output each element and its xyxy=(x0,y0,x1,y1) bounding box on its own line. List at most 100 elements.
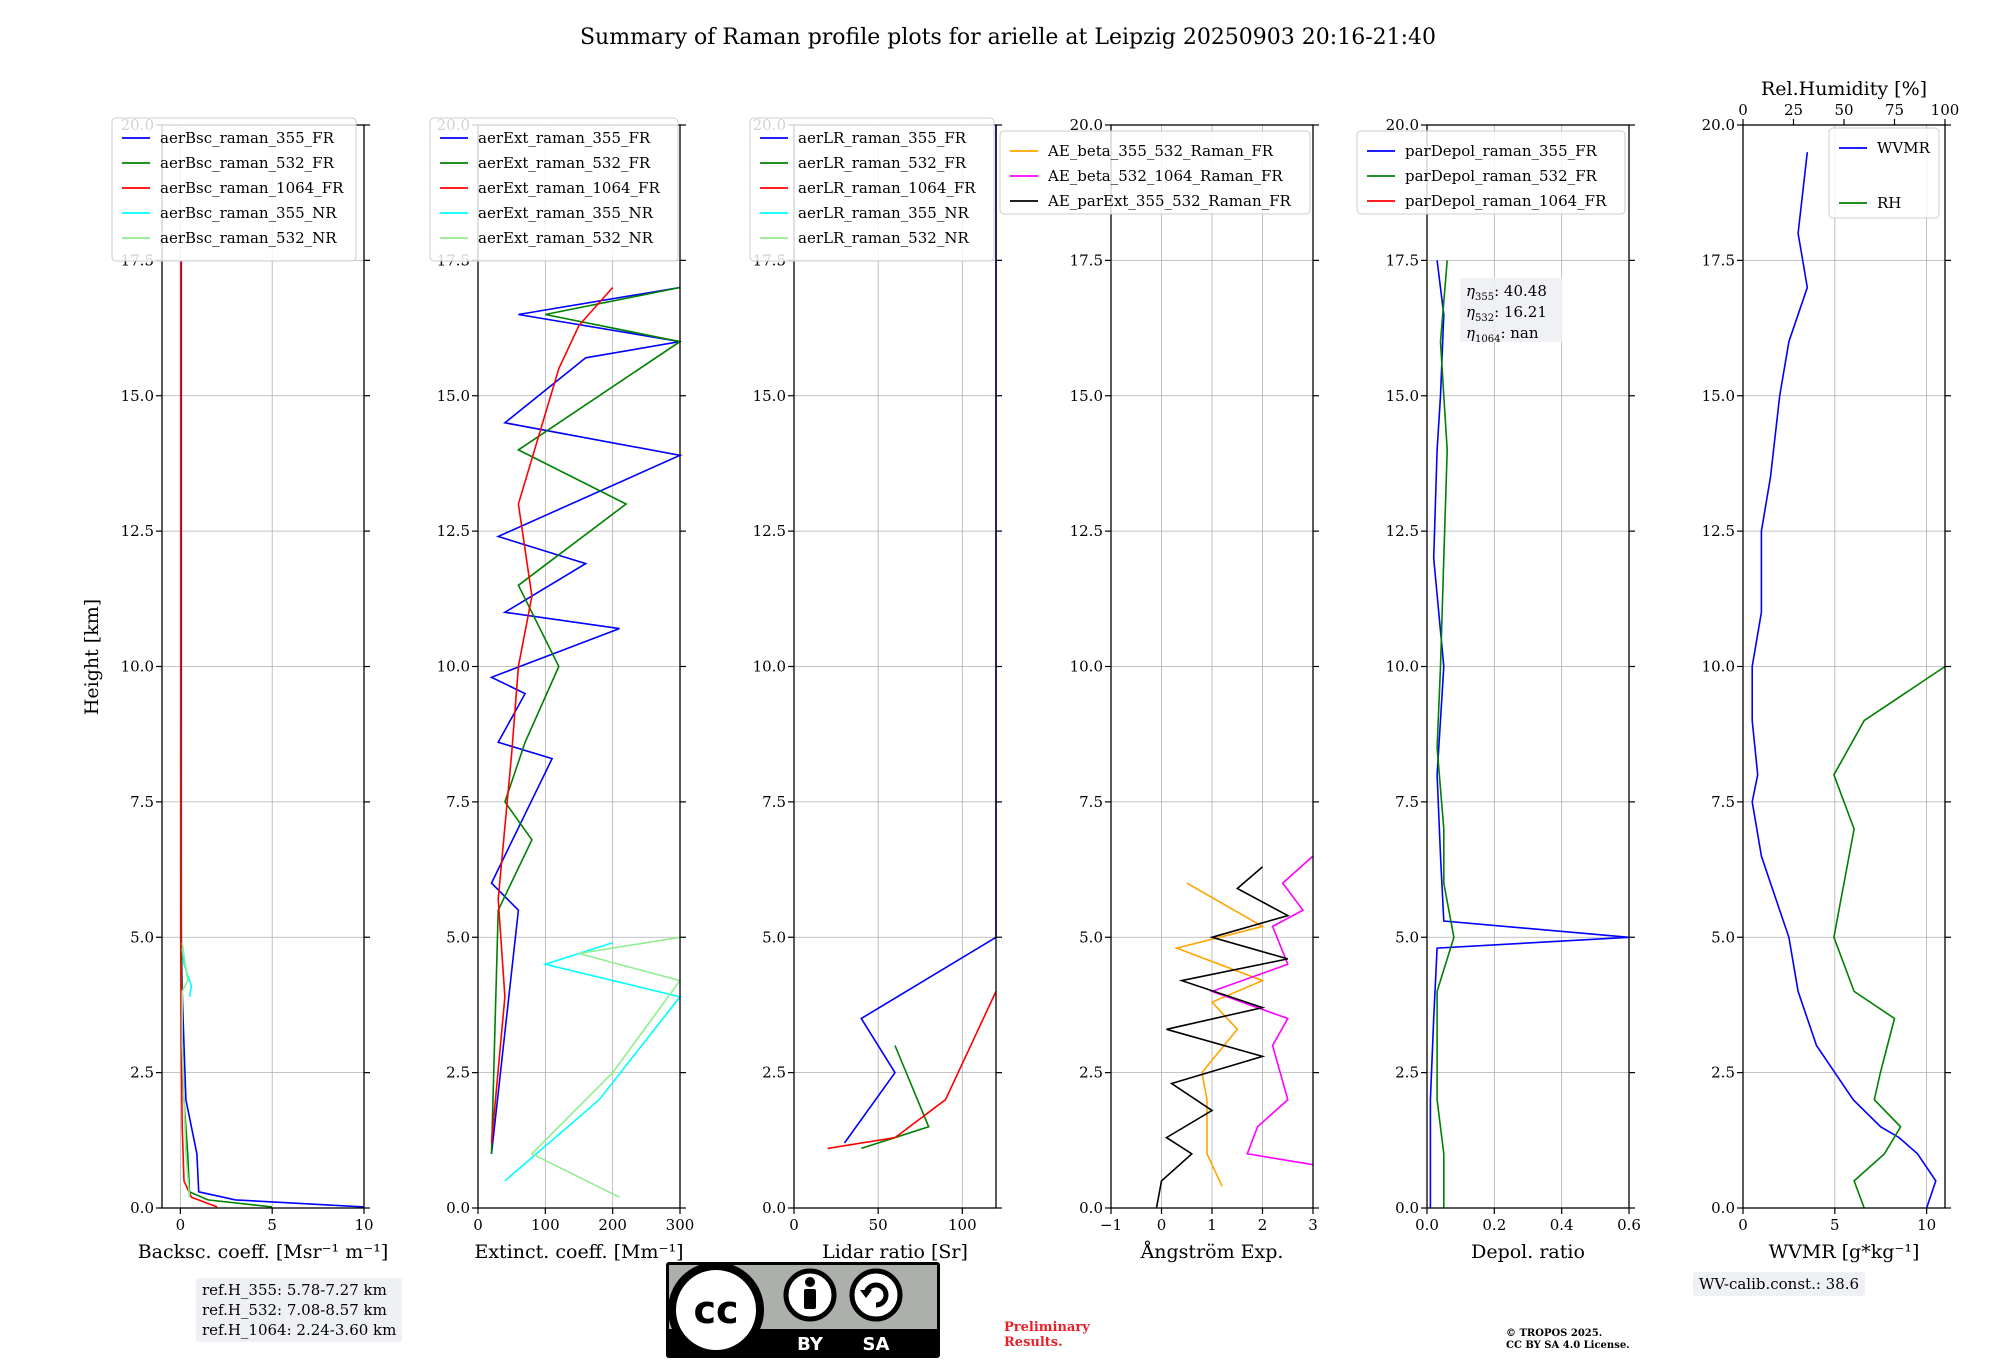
by-label: BY xyxy=(797,1334,824,1355)
y-axis-label: Height [km] xyxy=(81,599,103,715)
rh-top-tick-label: 75 xyxy=(1885,101,1904,119)
angstrom-y-tick-label: 15.0 xyxy=(1070,387,1103,405)
lidar_ratio-y-tick-label: 2.5 xyxy=(762,1064,786,1082)
angstrom-legend-box xyxy=(999,130,1311,215)
depol-legend-entry: parDepol_raman_532_FR xyxy=(1405,167,1598,185)
rh-top-tick-label: 25 xyxy=(1784,101,1803,119)
depol-eta-1064: η1064: nan xyxy=(1466,324,1539,345)
extinction-x-axis-label: Extinct. coeff. [Mm⁻¹] xyxy=(474,1241,683,1263)
wvmr-legend-entry: WVMR xyxy=(1877,139,1931,157)
angstrom-y-tick-label: 0.0 xyxy=(1079,1199,1103,1217)
lidar_ratio-legend-entry: aerLR_raman_1064_FR xyxy=(798,179,976,197)
backscatter-y-tick-label: 5.0 xyxy=(130,928,154,946)
angstrom-x-tick-label: 0 xyxy=(1157,1216,1167,1234)
angstrom-x-tick-label: 1 xyxy=(1207,1216,1217,1234)
figure-title: Summary of Raman profile plots for ariel… xyxy=(580,25,1436,50)
cc-by-sa-license-badge: cc BY SA xyxy=(666,1262,940,1358)
depol-y-tick-label: 2.5 xyxy=(1395,1064,1419,1082)
sa-label: SA xyxy=(863,1334,890,1355)
backscatter-series-aerBsc_raman_355_FR xyxy=(180,260,365,1208)
extinction-y-tick-label: 2.5 xyxy=(446,1064,470,1082)
depol-y-tick-label: 12.5 xyxy=(1386,522,1419,540)
angstrom-legend-entry: AE_beta_532_1064_Raman_FR xyxy=(1047,167,1283,185)
extinction-series-aerExt_raman_1064_FR xyxy=(490,286,614,1144)
cc-logo-icon xyxy=(668,1262,764,1358)
wvmr-y-tick-label: 0.0 xyxy=(1711,1199,1735,1217)
copyright-line-1: © TROPOS 2025. xyxy=(1506,1328,1603,1339)
angstrom-x-axis-label: Ångström Exp. xyxy=(1140,1241,1284,1263)
angstrom-y-tick-label: 10.0 xyxy=(1070,658,1103,676)
backscatter-y-tick-label: 7.5 xyxy=(130,793,154,811)
lidar_ratio-series-aerLR_raman_532_FR xyxy=(861,1045,930,1150)
extinction-x-tick-label: 100 xyxy=(531,1216,560,1234)
angstrom-y-tick-label: 17.5 xyxy=(1070,251,1103,269)
extinction-legend-box xyxy=(429,117,679,262)
wvmr-y-tick-label: 12.5 xyxy=(1702,522,1735,540)
angstrom-y-tick-label: 20.0 xyxy=(1070,116,1103,134)
backscatter-legend-entry: aerBsc_raman_355_NR xyxy=(160,204,337,222)
angstrom-x-tick-label: −1 xyxy=(1100,1216,1122,1234)
lidar_ratio-y-tick-label: 10.0 xyxy=(753,658,786,676)
copyright-note: © TROPOS 2025. CC BY SA 4.0 License. xyxy=(1506,1328,1630,1352)
extinction-x-tick-label: 300 xyxy=(666,1216,695,1234)
backscatter-series-aerBsc_raman_532_FR xyxy=(180,260,273,1208)
angstrom-legend-entry: AE_beta_355_532_Raman_FR xyxy=(1047,142,1274,160)
backscatter-y-tick-label: 15.0 xyxy=(121,387,154,405)
lidar_ratio-legend-box xyxy=(749,117,995,262)
wvmr-y-tick-label: 7.5 xyxy=(1711,793,1735,811)
lidar_ratio-legend-entry: aerLR_raman_355_NR xyxy=(798,204,969,222)
backscatter-y-tick-label: 10.0 xyxy=(121,658,154,676)
wv-calib-constant: WV-calib.const.: 38.6 xyxy=(1699,1275,1860,1293)
angstrom-y-tick-label: 2.5 xyxy=(1079,1064,1103,1082)
backscatter-series-aerBsc_raman_532_NR xyxy=(181,942,191,1198)
backscatter-series-aerBsc_raman_1064_FR xyxy=(179,260,218,1208)
angstrom-legend-entry: AE_parExt_355_532_Raman_FR xyxy=(1047,192,1292,210)
preliminary-line-1: Preliminary xyxy=(1004,1320,1090,1335)
extinction-legend-entry: aerExt_raman_1064_FR xyxy=(478,179,660,197)
lidar_ratio-series-aerLR_raman_355_FR xyxy=(843,125,997,1144)
extinction-legend-entry: aerExt_raman_532_NR xyxy=(478,229,654,247)
lidar_ratio-y-tick-label: 7.5 xyxy=(762,793,786,811)
depol-x-tick-label: 0.6 xyxy=(1617,1216,1641,1234)
backscatter-legend-box xyxy=(111,117,357,262)
angstrom-series-AE_beta_532_1064_Raman_FR xyxy=(1209,855,1314,1166)
lidar_ratio-y-tick-label: 15.0 xyxy=(753,387,786,405)
depol-y-tick-label: 0.0 xyxy=(1395,1199,1419,1217)
depol-y-tick-label: 15.0 xyxy=(1386,387,1419,405)
extinction-legend-entry: aerExt_raman_355_FR xyxy=(478,129,651,147)
depol-series-parDepol_raman_532_FR xyxy=(1436,260,1455,1208)
backscatter-x-tick-label: 5 xyxy=(267,1216,277,1234)
lidar_ratio-y-tick-label: 5.0 xyxy=(762,928,786,946)
extinction-y-tick-label: 12.5 xyxy=(437,522,470,540)
extinction-y-tick-label: 7.5 xyxy=(446,793,470,811)
lidar_ratio-x-tick-label: 50 xyxy=(869,1216,888,1234)
wvmr-y-tick-label: 10.0 xyxy=(1702,658,1735,676)
depol-y-tick-label: 5.0 xyxy=(1395,928,1419,946)
lidar_ratio-x-tick-label: 0 xyxy=(789,1216,799,1234)
ref-height-1064: ref.H_1064: 2.24-3.60 km xyxy=(202,1321,397,1339)
axes-layer: 0.02.55.07.510.012.515.017.520.00510Back… xyxy=(111,78,1959,1263)
wvmr-x-axis-label: WVMR [g*kg⁻¹] xyxy=(1769,1241,1920,1263)
angstrom-y-tick-label: 12.5 xyxy=(1070,522,1103,540)
extinction-y-tick-label: 15.0 xyxy=(437,387,470,405)
lidar_ratio-legend-entry: aerLR_raman_532_NR xyxy=(798,229,969,247)
depol-x-tick-label: 0.4 xyxy=(1550,1216,1574,1234)
preliminary-line-2: Results. xyxy=(1004,1335,1063,1350)
backscatter-legend-entry: aerBsc_raman_1064_FR xyxy=(160,179,344,197)
backscatter-x-tick-label: 0 xyxy=(176,1216,186,1234)
wvmr-y-tick-label: 2.5 xyxy=(1711,1064,1735,1082)
depol-legend-entry: parDepol_raman_355_FR xyxy=(1405,142,1598,160)
lidar_ratio-x-tick-label: 100 xyxy=(948,1216,977,1234)
extinction-y-tick-label: 10.0 xyxy=(437,658,470,676)
copyright-line-2: CC BY SA 4.0 License. xyxy=(1506,1340,1630,1351)
wvmr-y-tick-label: 20.0 xyxy=(1702,116,1735,134)
depol-y-tick-label: 7.5 xyxy=(1395,793,1419,811)
share-alike-icon xyxy=(849,1268,903,1322)
rh-top-tick-label: 0 xyxy=(1738,101,1748,119)
extinction-series-aerExt_raman_355_NR xyxy=(504,941,682,1182)
depol-x-tick-label: 0.2 xyxy=(1482,1216,1506,1234)
wvmr-legend-entry: RH xyxy=(1877,194,1901,212)
lidar_ratio-y-tick-label: 12.5 xyxy=(753,522,786,540)
depol-eta-355: η355: 40.48 xyxy=(1466,282,1547,303)
